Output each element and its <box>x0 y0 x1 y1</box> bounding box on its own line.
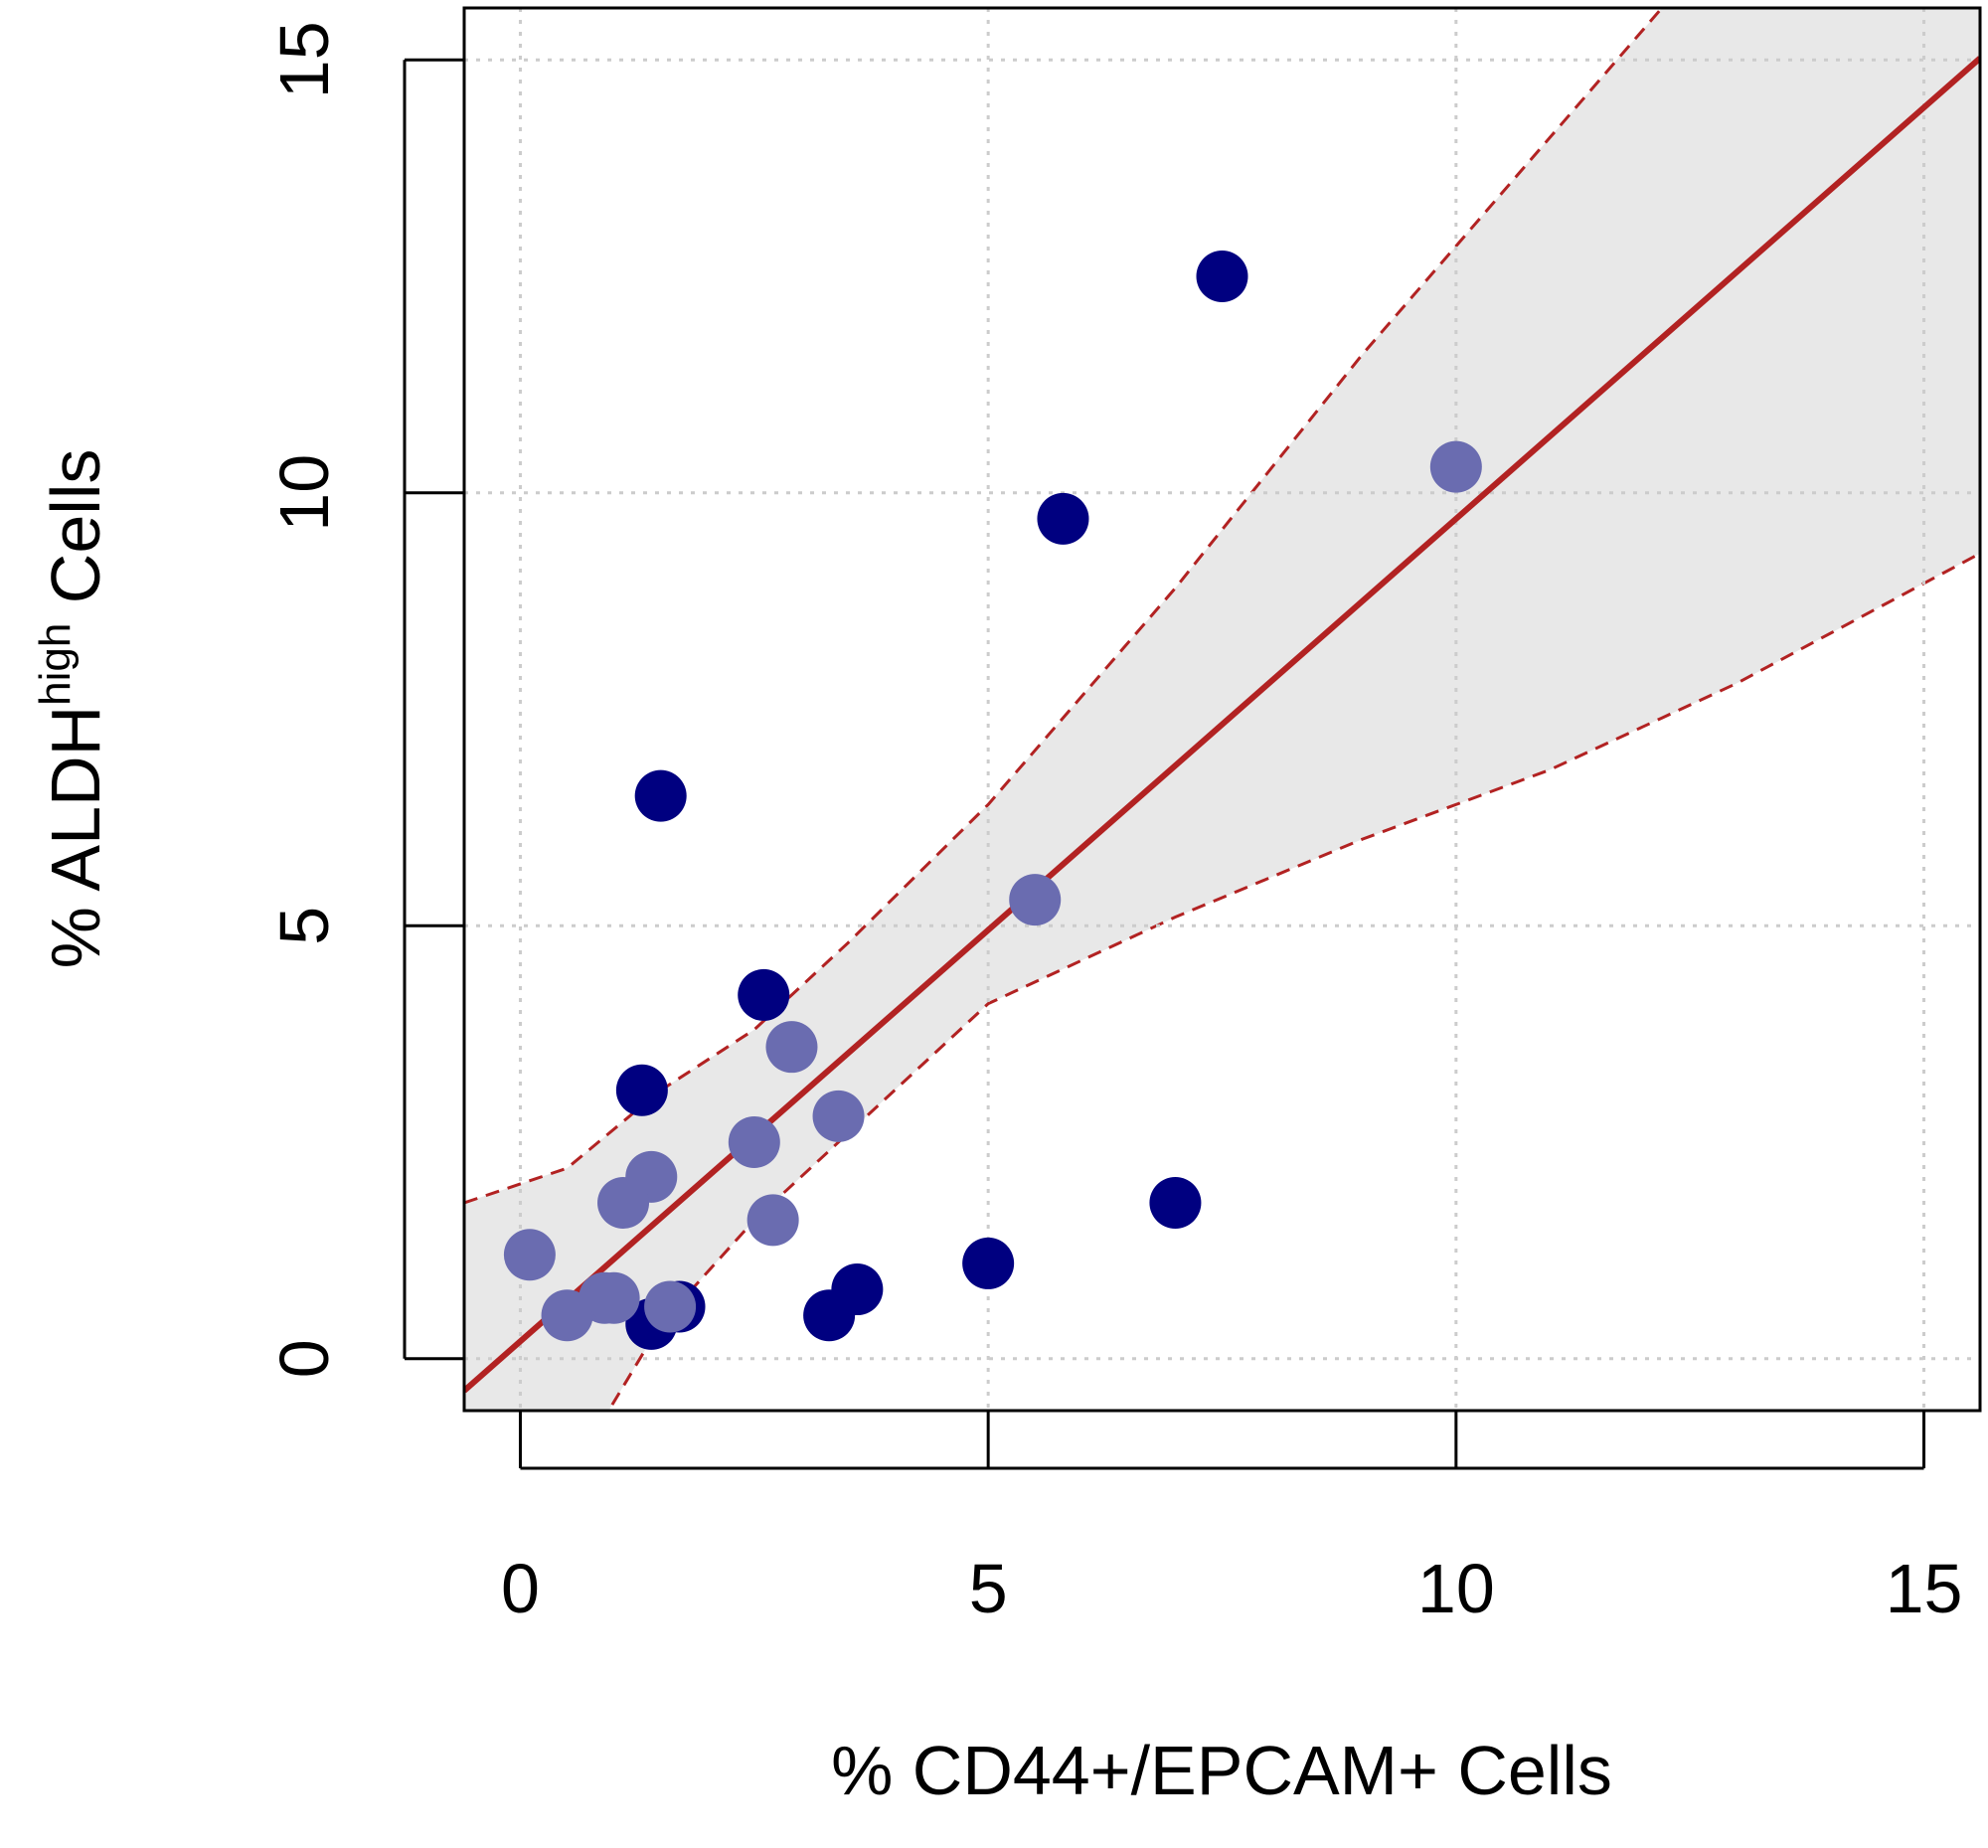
data-point-series-2 <box>644 1280 697 1333</box>
data-point-series-2 <box>587 1271 640 1324</box>
data-point-series-1 <box>1037 492 1089 545</box>
y-axis-title: % ALDHhigh Cells <box>31 449 114 969</box>
data-point-series-1 <box>634 769 687 822</box>
data-point-series-1 <box>803 1289 856 1342</box>
data-point-series-2 <box>728 1115 780 1168</box>
data-point-series-1 <box>615 1064 668 1116</box>
data-point-series-2 <box>1009 874 1062 926</box>
plot-border <box>462 6 1982 1413</box>
x-tick-label: 15 <box>1886 1550 1963 1627</box>
y-tick-label: 10 <box>265 454 343 532</box>
y-axis-title-suffix: Cells <box>37 449 114 623</box>
y-tick-label: 15 <box>265 21 343 98</box>
x-tick-label: 10 <box>1417 1550 1495 1627</box>
x-axis-title: % CD44+/EPCAM+ Cells <box>831 1732 1612 1809</box>
x-tick-label: 0 <box>501 1550 540 1627</box>
data-point-series-2 <box>746 1194 799 1247</box>
data-point-series-2 <box>597 1176 650 1229</box>
data-point-series-1 <box>738 968 790 1021</box>
data-point-series-2 <box>812 1090 865 1142</box>
y-axis-title-superscript: high <box>31 623 80 706</box>
data-point-series-1 <box>1149 1176 1202 1229</box>
data-point-series-2 <box>503 1229 556 1281</box>
fit-line-group <box>464 56 1980 1394</box>
x-tick-label: 5 <box>969 1550 1008 1627</box>
data-point-series-2 <box>765 1021 818 1074</box>
regression-line <box>464 56 1980 1394</box>
gridlines <box>464 8 1980 1411</box>
data-point-series-1 <box>962 1237 1015 1289</box>
data-point-series-1 <box>1196 251 1248 303</box>
y-axis-title-prefix: % ALDH <box>37 706 114 969</box>
y-tick-label: 0 <box>265 1339 343 1378</box>
y-tick-label: 5 <box>265 907 343 945</box>
plot-area <box>464 8 1980 1411</box>
data-point-series-2 <box>1429 440 1482 493</box>
axes: 0 5 10 15 0 5 10 15 <box>265 21 1962 1627</box>
data-points <box>503 251 1482 1350</box>
